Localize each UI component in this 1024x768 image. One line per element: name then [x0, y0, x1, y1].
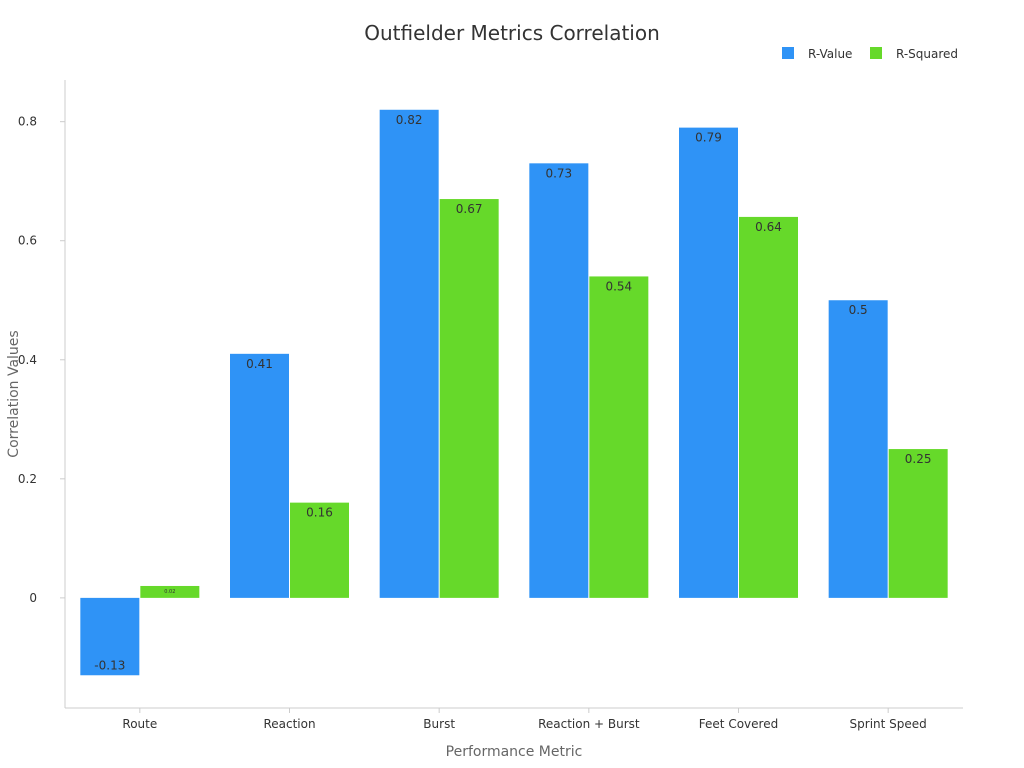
- x-tick-label-reaction-burst: Reaction + Burst: [538, 717, 640, 731]
- legend-label-r-value: R-Value: [808, 47, 852, 61]
- bar-series-group: -0.13 0.02 0.41 0.16 0.82 0.67 0.73 0.54 0.79 0.6…: [80, 109, 948, 676]
- x-tick-label-route: Route: [122, 717, 157, 731]
- bar-r-value-feet-covered: [679, 127, 738, 598]
- bar-r-value-sprint-speed: [828, 300, 888, 598]
- x-tick-label-sprint-speed: Sprint Speed: [850, 717, 927, 731]
- x-axis-title: Performance Metric: [446, 744, 583, 760]
- bar-r-value-burst: [379, 109, 439, 598]
- bar-r-squared-burst: [439, 199, 499, 598]
- bar-r-squared-route: [140, 585, 200, 598]
- y-tick-label: 0.8: [18, 115, 37, 129]
- bar-r-squared-sprint-speed: [888, 449, 948, 598]
- x-tick-label-reaction: Reaction: [263, 717, 315, 731]
- bar-label-r-squared-route: 0.02: [164, 589, 175, 595]
- bar-r-squared-reaction: [290, 502, 349, 598]
- bar-label-r-squared-burst: 0.67: [456, 202, 483, 216]
- y-axis-title: Correlation Values: [6, 330, 22, 457]
- y-tick-label: 0.4: [18, 353, 37, 367]
- bar-label-r-value-reaction: 0.41: [246, 357, 273, 371]
- bar-r-squared-reaction-burst: [589, 276, 649, 598]
- y-axis-ticks: 0 0.2 0.4 0.6 0.8: [18, 115, 65, 605]
- legend: R-Value R-Squared: [782, 47, 958, 61]
- x-axis-ticks: Route Reaction Burst Reaction + Burst Feet C…: [122, 708, 927, 731]
- bar-label-r-squared-feet-covered: 0.64: [755, 220, 782, 234]
- bar-r-value-route: [80, 597, 140, 676]
- bar-label-r-squared-reaction: 0.16: [306, 506, 333, 520]
- bar-label-r-value-feet-covered: 0.79: [695, 131, 722, 145]
- bar-r-value-reaction: [230, 353, 289, 598]
- bar-label-r-value-reaction-burst: 0.73: [545, 166, 572, 180]
- legend-label-r-squared: R-Squared: [896, 47, 958, 61]
- bar-label-r-value-burst: 0.82: [396, 113, 423, 127]
- bar-label-r-value-route: -0.13: [94, 658, 125, 672]
- y-tick-label: 0.2: [18, 472, 37, 486]
- y-tick-label: 0: [29, 591, 37, 605]
- legend-swatch-r-squared: [870, 47, 882, 59]
- chart-title: Outfielder Metrics Correlation: [364, 21, 660, 45]
- x-tick-label-feet-covered: Feet Covered: [699, 717, 778, 731]
- bar-r-squared-feet-covered: [739, 216, 798, 598]
- bar-label-r-value-sprint-speed: 0.5: [849, 303, 868, 317]
- bar-label-r-squared-reaction-burst: 0.54: [605, 279, 632, 293]
- y-tick-label: 0.6: [18, 234, 37, 248]
- x-tick-label-burst: Burst: [423, 717, 455, 731]
- bar-label-r-squared-sprint-speed: 0.25: [905, 452, 932, 466]
- legend-swatch-r-value: [782, 47, 794, 59]
- bar-r-value-reaction-burst: [529, 163, 589, 598]
